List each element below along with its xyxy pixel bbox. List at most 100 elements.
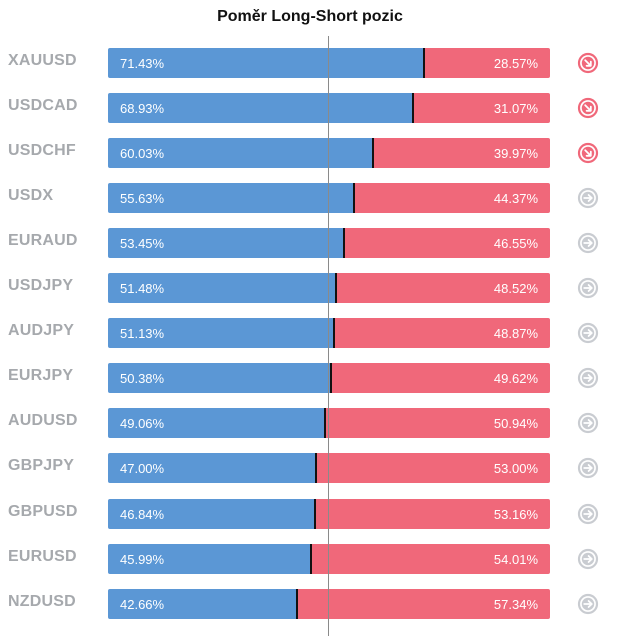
arrow-down-right-icon[interactable] <box>577 97 599 119</box>
long-bar <box>108 48 424 78</box>
short-percent-label: 54.01% <box>493 552 538 567</box>
ratio-bar: 51.13% 48.87% <box>108 318 550 348</box>
long-bar <box>108 273 336 303</box>
arrow-right-icon[interactable] <box>577 412 599 434</box>
symbol-label: AUDUSD <box>8 412 78 429</box>
ratio-bar: 51.48% 48.52% <box>108 273 550 303</box>
chart-row: XAUUSD 71.43% 28.57% <box>0 48 620 78</box>
long-percent-label: 45.99% <box>120 552 165 567</box>
short-bar <box>334 318 550 348</box>
ratio-bar: 53.45% 46.55% <box>108 228 550 258</box>
split-divider <box>329 363 332 393</box>
ratio-bar: 42.66% 57.34% <box>108 589 550 619</box>
short-bar <box>324 408 550 438</box>
long-percent-label: 71.43% <box>120 56 165 71</box>
symbol-label: USDCAD <box>8 97 78 114</box>
split-divider <box>314 499 317 529</box>
symbol-label: USDJPY <box>8 277 74 294</box>
short-percent-label: 49.62% <box>493 371 538 386</box>
long-percent-label: 68.93% <box>120 101 165 116</box>
long-bar <box>108 499 316 529</box>
short-percent-label: 53.00% <box>493 461 538 476</box>
ratio-bar: 55.63% 44.37% <box>108 183 550 213</box>
chart-title: Poměr Long-Short pozic <box>217 8 403 25</box>
long-bar <box>108 408 325 438</box>
long-percent-label: 50.38% <box>120 371 165 386</box>
arrow-right-icon[interactable] <box>577 457 599 479</box>
symbol-label: AUDJPY <box>8 322 75 339</box>
arrow-right-icon[interactable] <box>577 322 599 344</box>
long-bar <box>108 138 374 168</box>
short-percent-label: 53.16% <box>493 507 538 522</box>
chart-row: AUDJPY 51.13% 48.87% <box>0 318 620 348</box>
short-bar <box>423 48 550 78</box>
long-percent-label: 53.45% <box>120 236 165 251</box>
long-percent-label: 51.48% <box>120 281 165 296</box>
split-divider <box>334 273 337 303</box>
short-bar <box>296 589 550 619</box>
chart-row: EURUSD 45.99% 54.01% <box>0 544 620 574</box>
long-percent-label: 60.03% <box>120 146 165 161</box>
arrow-right-icon[interactable] <box>577 277 599 299</box>
chart-row: GBPJPY 47.00% 53.00% <box>0 453 620 483</box>
arrow-right-icon[interactable] <box>577 232 599 254</box>
long-bar <box>108 318 334 348</box>
long-percent-label: 55.63% <box>120 191 165 206</box>
symbol-label: EURJPY <box>8 367 74 384</box>
short-percent-label: 50.94% <box>493 416 538 431</box>
short-bar <box>412 93 550 123</box>
fifty-percent-line <box>328 36 329 636</box>
chart-row: USDJPY 51.48% 48.52% <box>0 273 620 303</box>
long-percent-label: 42.66% <box>120 597 165 612</box>
short-percent-label: 28.57% <box>493 56 538 71</box>
long-bar <box>108 589 297 619</box>
long-bar <box>108 228 345 258</box>
long-percent-label: 47.00% <box>120 461 165 476</box>
chart-row: AUDUSD 49.06% 50.94% <box>0 408 620 438</box>
short-bar <box>373 138 550 168</box>
arrow-right-icon[interactable] <box>577 187 599 209</box>
short-bar <box>315 453 550 483</box>
chart-row: GBPUSD 46.84% 53.16% <box>0 499 620 529</box>
ratio-bar: 68.93% 31.07% <box>108 93 550 123</box>
arrow-down-right-icon[interactable] <box>577 52 599 74</box>
short-percent-label: 46.55% <box>493 236 538 251</box>
long-bar <box>108 93 413 123</box>
long-percent-label: 51.13% <box>120 326 165 341</box>
arrow-right-icon[interactable] <box>577 367 599 389</box>
symbol-label: EURAUD <box>8 232 78 249</box>
symbol-label: XAUUSD <box>8 52 77 69</box>
arrow-right-icon[interactable] <box>577 548 599 570</box>
chart-row: NZDUSD 42.66% 57.34% <box>0 589 620 619</box>
short-percent-label: 31.07% <box>493 101 538 116</box>
arrow-down-right-icon[interactable] <box>577 142 599 164</box>
split-divider <box>323 408 326 438</box>
split-divider <box>343 228 346 258</box>
symbol-label: GBPUSD <box>8 503 78 520</box>
split-divider <box>352 183 355 213</box>
chart-row: USDCHF 60.03% 39.97% <box>0 138 620 168</box>
symbol-label: USDCHF <box>8 142 76 159</box>
short-bar <box>344 228 550 258</box>
short-percent-label: 44.37% <box>493 191 538 206</box>
long-bar <box>108 183 354 213</box>
ratio-bar: 71.43% 28.57% <box>108 48 550 78</box>
arrow-right-icon[interactable] <box>577 503 599 525</box>
symbol-label: NZDUSD <box>8 593 76 610</box>
symbol-label: USDX <box>8 187 54 204</box>
short-bar <box>335 273 550 303</box>
ratio-bar: 60.03% 39.97% <box>108 138 550 168</box>
short-bar <box>315 499 550 529</box>
short-bar <box>311 544 550 574</box>
split-divider <box>422 48 425 78</box>
long-bar <box>108 453 316 483</box>
split-divider <box>372 138 375 168</box>
symbol-label: GBPJPY <box>8 457 75 474</box>
short-percent-label: 48.52% <box>493 281 538 296</box>
symbol-label: EURUSD <box>8 548 77 565</box>
split-divider <box>295 589 298 619</box>
arrow-right-icon[interactable] <box>577 593 599 615</box>
chart-row: USDCAD 68.93% 31.07% <box>0 93 620 123</box>
split-divider <box>314 453 317 483</box>
short-percent-label: 48.87% <box>493 326 538 341</box>
